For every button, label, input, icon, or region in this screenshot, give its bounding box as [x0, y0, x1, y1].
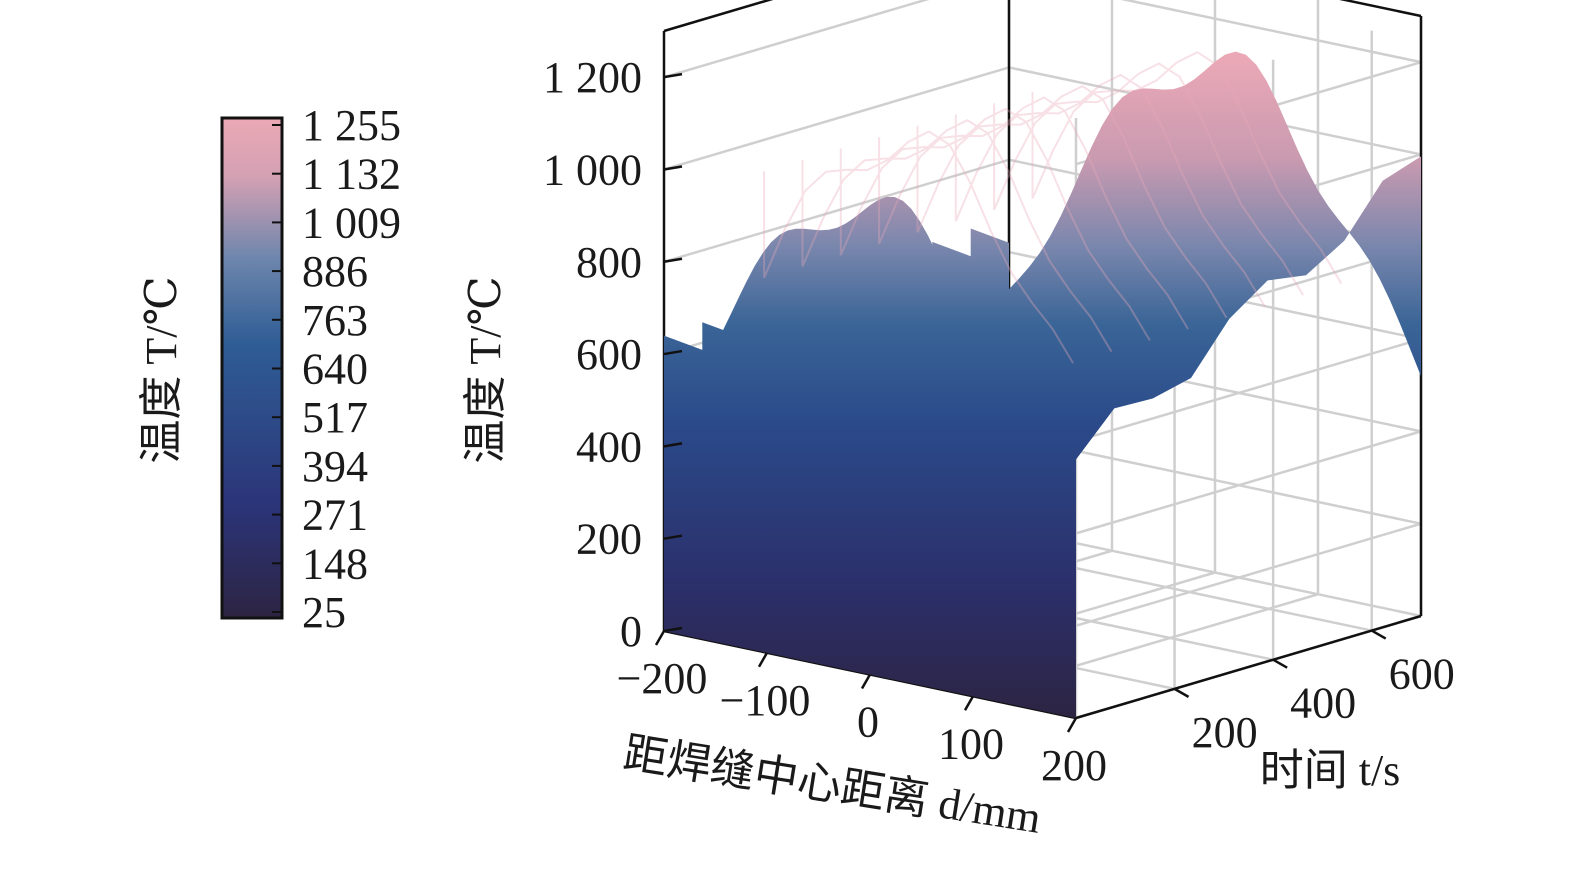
- z-tick-mark: [663, 626, 683, 633]
- colorbar-tick-label: 271: [302, 491, 368, 540]
- grid-line: [663, 0, 930, 79]
- axis-edge: [663, 0, 774, 33]
- colorbar-tick-label: 1 255: [302, 101, 401, 150]
- z-tick-mark: [663, 72, 683, 79]
- surface-front-face: [664, 196, 1076, 718]
- surface-crest-shading: [763, 51, 1343, 364]
- x-tick-label: 0: [857, 698, 879, 747]
- x-tick-label: 100: [938, 719, 1004, 768]
- x-tick-label: 200: [1041, 741, 1107, 790]
- colorbar-tick-label: 1 009: [302, 198, 401, 247]
- z-tick-mark: [663, 534, 683, 540]
- grid-line: [1075, 522, 1422, 627]
- colorbar-label: 温度 T/℃: [137, 276, 186, 463]
- z-axis-label: 温度 T/℃: [461, 276, 510, 463]
- y-tick-mark: [1173, 687, 1190, 698]
- y-tick-mark: [1272, 658, 1288, 669]
- grid-line: [1075, 430, 1422, 535]
- x-axis-ticks: −200 −100 0 100 200: [617, 630, 1107, 790]
- x-tick-mark: [860, 673, 872, 690]
- grid-line: [663, 158, 1010, 263]
- colorbar-tick-label: 394: [302, 442, 368, 491]
- colorbar-tick-label: 517: [302, 393, 368, 442]
- z-tick-mark: [663, 349, 683, 356]
- y-axis-label: 时间 t/s: [1260, 746, 1401, 795]
- grid-line: [663, 66, 1010, 171]
- x-tick-mark: [963, 695, 975, 711]
- y-axis-ticks: 200 400 600: [1173, 629, 1455, 757]
- axis-edge: [1075, 614, 1422, 720]
- z-tick-mark: [663, 257, 683, 264]
- colorbar-tick-label: 25: [302, 588, 346, 637]
- colorbar-tick-label: 1 132: [302, 150, 401, 199]
- y-tick-mark: [1371, 629, 1387, 640]
- z-tick-label: 600: [576, 330, 642, 379]
- x-tick-label: −100: [720, 676, 811, 725]
- axis-edge: [1339, 0, 1422, 18]
- z-tick-label: 800: [576, 238, 642, 287]
- x-tick-mark: [1066, 717, 1078, 733]
- z-tick-label: 400: [576, 422, 642, 471]
- y-tick-label: 200: [1192, 708, 1258, 757]
- z-axis-ticks: 0 200 400 600 800 1 000 1 200: [543, 53, 683, 656]
- z-tick-label: 1 200: [543, 53, 642, 102]
- z-tick-label: 200: [576, 515, 642, 564]
- z-tick-mark: [663, 165, 683, 171]
- colorbar-tick-label: 640: [302, 345, 368, 394]
- z-tick-mark: [663, 442, 683, 448]
- z-tick-label: 1 000: [543, 145, 642, 194]
- temperature-surface: [664, 51, 1421, 719]
- x-tick-label: −200: [617, 654, 708, 703]
- y-tick-label: 600: [1389, 650, 1455, 699]
- grid-line: [1075, 337, 1422, 443]
- y-tick-label: 400: [1290, 679, 1356, 728]
- x-tick-mark: [757, 652, 769, 668]
- x-tick-mark: [654, 630, 666, 646]
- colorbar-tick-label: 763: [302, 296, 368, 345]
- z-tick-label: 0: [620, 607, 642, 656]
- colorbar-tick-label: 886: [302, 247, 368, 296]
- colorbar-tick-label: 148: [302, 539, 368, 588]
